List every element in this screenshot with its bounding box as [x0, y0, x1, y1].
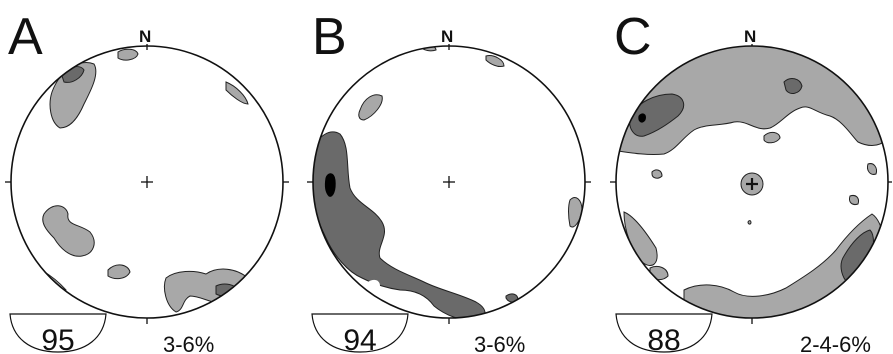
data-count-b: 94 — [343, 324, 376, 354]
contour-low-b4 — [568, 197, 583, 228]
stereonet-panel-c: C N 88 — [610, 8, 892, 354]
panel-letter-a: A — [8, 8, 43, 66]
density-contours-a — [15, 48, 250, 313]
contour-low-c1 — [616, 46, 887, 155]
contour-low-c4 — [651, 169, 663, 179]
stereonet-panel-a: A N 95 3-6% — [5, 8, 289, 354]
contour-low-b1 — [358, 94, 383, 121]
contour-low-c10 — [747, 220, 752, 225]
contour-low-c7 — [867, 163, 877, 175]
contour-low-a4 — [42, 205, 95, 257]
contour-high-c1 — [638, 113, 646, 123]
density-contours-b — [313, 46, 583, 318]
contour-low-a5 — [107, 264, 131, 280]
contour-low-a6 — [15, 259, 67, 294]
contour-low-a2 — [117, 48, 139, 61]
north-label-b: N — [441, 27, 453, 46]
data-count-box-c — [615, 313, 713, 353]
contour-low-c2 — [763, 131, 781, 144]
data-count-c: 88 — [647, 324, 680, 354]
contour-mid-c1 — [629, 93, 685, 137]
data-count-box-a — [9, 313, 107, 353]
north-label-c: N — [744, 27, 756, 46]
panel-letter-b: B — [312, 8, 347, 66]
contour-mid-b1 — [313, 131, 486, 318]
contour-low-a7 — [163, 268, 250, 313]
stereonet-panel-b: B N 94 3-6% — [307, 8, 591, 354]
contour-gap-b1 — [368, 279, 380, 289]
contour-low-b2 — [485, 55, 505, 67]
data-count-box-b — [311, 313, 409, 353]
contour-levels-a: 3-6% — [163, 332, 214, 354]
data-count-a: 95 — [41, 324, 74, 354]
contour-low-c8 — [849, 195, 859, 205]
contour-levels-c: 2-4-6% — [800, 332, 871, 354]
contour-low-c6 — [649, 265, 669, 281]
contour-mid-c2 — [783, 78, 803, 94]
contour-low-a3 — [225, 81, 249, 105]
panel-letter-c: C — [614, 8, 652, 66]
north-label-a: N — [139, 27, 151, 46]
contour-levels-b: 3-6% — [474, 332, 525, 354]
contour-high-b1 — [324, 173, 336, 197]
